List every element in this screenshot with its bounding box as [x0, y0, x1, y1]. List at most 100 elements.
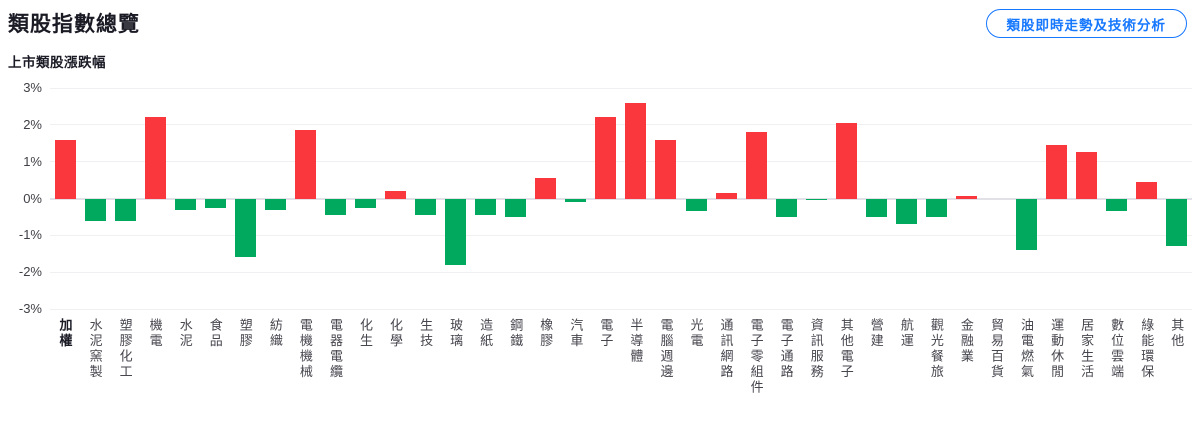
- bar-slot: [831, 88, 861, 309]
- sector-bar[interactable]: [655, 139, 677, 199]
- grid-line: [50, 308, 1192, 310]
- x-category-label: 其他電子: [838, 318, 854, 380]
- sector-bar[interactable]: [685, 198, 707, 212]
- x-label-slot: 玻璃: [441, 318, 471, 425]
- x-category-label: 食品: [207, 318, 223, 349]
- x-label-slot: 水泥: [170, 318, 200, 425]
- x-label-slot: 化生: [350, 318, 380, 425]
- grid-line: [50, 87, 1192, 89]
- bar-slot: [471, 88, 501, 309]
- x-category-label: 造紙: [478, 318, 494, 349]
- sector-bar[interactable]: [415, 198, 437, 216]
- x-category-label: 電子零組件: [748, 318, 764, 396]
- grid-line: [50, 124, 1192, 126]
- bar-slot: [1132, 88, 1162, 309]
- x-label-slot: 其他: [1162, 318, 1192, 425]
- sector-realtime-analysis-button[interactable]: 類股即時走勢及技術分析: [985, 9, 1187, 38]
- sector-bar[interactable]: [1136, 181, 1158, 199]
- bar-slot: [951, 88, 981, 309]
- x-label-slot: 觀光餐旅: [921, 318, 951, 425]
- bar-slot: [381, 88, 411, 309]
- sector-bar[interactable]: [955, 195, 977, 199]
- bar-slot: [230, 88, 260, 309]
- y-tick-label: -1%: [18, 227, 42, 243]
- sector-bar[interactable]: [294, 130, 316, 199]
- sector-bar[interactable]: [174, 198, 196, 210]
- bar-slot: [350, 88, 380, 309]
- sector-bar[interactable]: [505, 198, 527, 217]
- sector-bar[interactable]: [324, 198, 346, 216]
- bar-slot: [80, 88, 110, 309]
- x-label-slot: 電子: [591, 318, 621, 425]
- x-category-label: 電腦週邊: [658, 318, 674, 380]
- x-category-label: 電器電纜: [327, 318, 343, 380]
- bar-slot: [200, 88, 230, 309]
- bar-slot: [681, 88, 711, 309]
- sector-bar[interactable]: [805, 198, 827, 201]
- sector-bar[interactable]: [234, 198, 256, 258]
- grid-line: [50, 234, 1192, 236]
- bar-slot: [1042, 88, 1072, 309]
- x-label-slot: 紡織: [260, 318, 290, 425]
- y-tick-label: -2%: [18, 264, 42, 280]
- sector-bar[interactable]: [445, 198, 467, 265]
- bar-slot: [921, 88, 951, 309]
- sector-bar[interactable]: [1166, 198, 1188, 247]
- sector-bar[interactable]: [114, 198, 136, 221]
- sector-bar[interactable]: [715, 192, 737, 199]
- sector-bar[interactable]: [1076, 152, 1098, 199]
- sector-bar[interactable]: [385, 191, 407, 199]
- sector-bar[interactable]: [625, 102, 647, 199]
- x-label-slot: 電機機械: [290, 318, 320, 425]
- sector-bar[interactable]: [54, 139, 76, 199]
- x-label-slot: 金融業: [951, 318, 981, 425]
- x-category-label: 居家生活: [1079, 318, 1095, 380]
- sector-bar[interactable]: [1016, 198, 1038, 251]
- x-category-label: 電子通路: [778, 318, 794, 380]
- plot-area: [50, 87, 1192, 310]
- x-label-slot: 生技: [411, 318, 441, 425]
- bar-slot: [140, 88, 170, 309]
- x-category-label: 運動休閒: [1049, 318, 1065, 380]
- sector-bar[interactable]: [204, 198, 226, 208]
- sector-bar[interactable]: [1106, 198, 1128, 212]
- bar-slot: [441, 88, 471, 309]
- sector-bar[interactable]: [354, 198, 376, 208]
- sector-bar[interactable]: [84, 198, 106, 221]
- sector-bar[interactable]: [775, 198, 797, 217]
- x-category-label: 油電燃氣: [1019, 318, 1035, 380]
- bar-slot: [1102, 88, 1132, 309]
- x-category-label: 化生: [357, 318, 373, 349]
- x-label-slot: 通訊網路: [711, 318, 741, 425]
- x-label-slot: 橡膠: [531, 318, 561, 425]
- sector-bar[interactable]: [745, 132, 767, 199]
- sector-bar[interactable]: [144, 117, 166, 199]
- sector-bar[interactable]: [865, 198, 887, 217]
- bar-slot: [1162, 88, 1192, 309]
- x-label-slot: 化學: [381, 318, 411, 425]
- sector-bar[interactable]: [535, 178, 557, 199]
- x-category-label: 資訊服務: [808, 318, 824, 380]
- zero-grid-line: [50, 197, 1192, 200]
- x-category-label: 電子: [598, 318, 614, 349]
- x-label-slot: 資訊服務: [801, 318, 831, 425]
- sector-bar[interactable]: [264, 198, 286, 210]
- bar-slot: [110, 88, 140, 309]
- sector-bar[interactable]: [925, 198, 947, 217]
- sector-bar[interactable]: [835, 123, 857, 199]
- x-label-slot: 電子通路: [771, 318, 801, 425]
- sector-bar[interactable]: [595, 117, 617, 199]
- sector-bar[interactable]: [565, 198, 587, 203]
- grid-line: [50, 161, 1192, 163]
- bar-slot: [801, 88, 831, 309]
- bar-slot: [621, 88, 651, 309]
- x-label-slot: 半導體: [621, 318, 651, 425]
- x-category-label: 營建: [868, 318, 884, 349]
- x-category-label: 生技: [418, 318, 434, 349]
- sector-bar[interactable]: [1046, 145, 1068, 199]
- chart-subtitle: 上市類股漲跌幅: [8, 55, 106, 70]
- x-category-label: 化學: [388, 318, 404, 349]
- bar-slot: [711, 88, 741, 309]
- sector-bar[interactable]: [895, 198, 917, 225]
- sector-bar[interactable]: [475, 198, 497, 216]
